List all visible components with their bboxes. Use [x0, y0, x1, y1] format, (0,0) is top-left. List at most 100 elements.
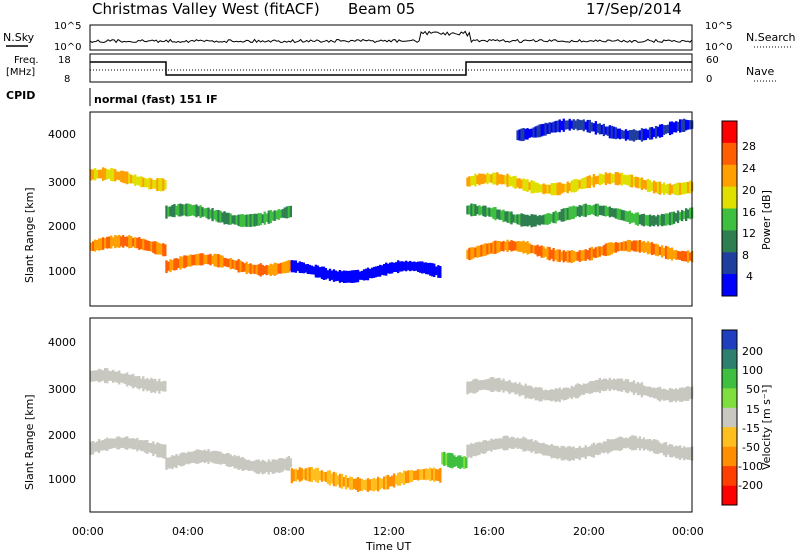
power-band-2: [207, 254, 210, 265]
velocity-band-3: [401, 473, 404, 484]
power-band-5: [550, 249, 553, 259]
power-band-4: [304, 264, 307, 273]
power-panel: 4000 3000 2000 1000 Slant Range [km] 28 …: [23, 111, 773, 307]
power-band-8: [520, 128, 523, 142]
power-band-4: [296, 262, 299, 272]
velocity-band-5: [582, 447, 585, 458]
power-band-2: [279, 262, 282, 274]
velocity-band-5: [656, 440, 660, 455]
power-ytick-2000: 2000: [48, 220, 76, 233]
power-band-7: [584, 203, 587, 217]
velocity-band-0: [108, 438, 111, 450]
power-band-7: [648, 214, 652, 227]
power-band-3: [201, 207, 204, 217]
power-band-7: [664, 213, 668, 226]
power-band-7: [574, 206, 577, 218]
power-band-6: [636, 177, 640, 189]
power-band-8: [636, 130, 640, 140]
power-band-6: [476, 175, 479, 185]
velocity-band-5: [622, 438, 626, 449]
velocity-band-3: [429, 467, 432, 482]
power-band-5: [468, 247, 471, 261]
velocity-band-0: [92, 441, 95, 455]
power-band-8: [612, 126, 615, 139]
power-band-5: [566, 250, 569, 263]
power-marks: [90, 118, 694, 283]
power-band-7: [528, 215, 531, 226]
power-ytick-4000: 4000: [48, 128, 76, 141]
velocity-band-3: [360, 478, 364, 492]
velocity-band-2: [269, 461, 272, 472]
power-band-4: [435, 266, 438, 276]
power-band-5: [472, 247, 475, 259]
power-band-8: [618, 128, 622, 140]
velocity-band-5: [648, 439, 652, 452]
power-band-5: [598, 246, 601, 257]
velocity-band-1: [142, 376, 145, 392]
power-band-2: [173, 258, 176, 271]
power-band-7: [508, 211, 511, 224]
velocity-band-1: [106, 368, 109, 384]
power-band-6: [648, 180, 652, 192]
power-band-7: [500, 210, 503, 220]
power-band-7: [478, 205, 481, 216]
power-band-5: [654, 243, 658, 256]
xtick-1: 04:00: [172, 525, 204, 538]
power-band-2: [175, 258, 178, 270]
power-band-2: [267, 265, 270, 275]
power-band-6: [574, 178, 577, 193]
power-band-8: [568, 118, 571, 131]
velocity-band-6: [474, 378, 477, 394]
velocity-band-0: [140, 440, 143, 451]
power-band-3: [189, 204, 192, 216]
velocity-band-5: [542, 442, 545, 456]
velocity-band-5: [486, 440, 489, 452]
power-band-6: [472, 175, 475, 185]
power-band-0: [90, 242, 93, 251]
velocity-band-2: [187, 451, 190, 465]
velocity-band-6: [689, 387, 692, 400]
velocity-band-0: [96, 441, 99, 452]
power-band-8: [548, 122, 551, 135]
power-band-5: [664, 245, 668, 259]
power-band-2: [271, 264, 274, 275]
power-band-0: [106, 236, 109, 249]
power-band-5: [685, 251, 688, 262]
noise-right-tick-bottom: 10^0: [705, 42, 732, 53]
power-band-7: [683, 211, 686, 220]
velocity-band-5: [568, 446, 571, 462]
power-band-7: [582, 204, 585, 217]
power-band-8: [596, 123, 599, 133]
power-band-5: [582, 250, 585, 261]
velocity-band-6: [640, 382, 644, 398]
power-band-3: [271, 211, 274, 221]
velocity-band-5: [478, 441, 481, 455]
power-band-5: [542, 246, 545, 258]
velocity-band-5: [492, 439, 495, 450]
velocity-band-0: [122, 437, 125, 448]
power-band-7: [534, 214, 537, 227]
velocity-band-0: [136, 437, 139, 452]
velocity-band-3: [362, 480, 366, 490]
velocity-band-6: [606, 379, 609, 390]
noise-left-tick-bottom: 10^0: [54, 42, 81, 53]
velocity-band-3: [344, 475, 348, 490]
velocity-band-3: [439, 468, 442, 483]
xtick-0: 00:00: [72, 525, 104, 538]
velocity-band-2: [233, 455, 236, 469]
power-band-7: [542, 214, 545, 225]
power-band-6: [546, 184, 549, 194]
power-band-5: [498, 241, 501, 253]
power-band-3: [173, 204, 176, 218]
velocity-band-6: [540, 387, 543, 402]
power-band-7: [624, 210, 628, 222]
power-band-1: [142, 177, 145, 187]
velocity-band-2: [189, 451, 192, 464]
velocity-band-5: [592, 442, 595, 458]
power-band-4: [340, 271, 344, 282]
power-band-7: [504, 211, 507, 222]
power-band-6: [542, 183, 545, 195]
power-band-2: [269, 263, 272, 276]
power-band-5: [510, 240, 513, 252]
velocity-band-1: [102, 370, 105, 381]
